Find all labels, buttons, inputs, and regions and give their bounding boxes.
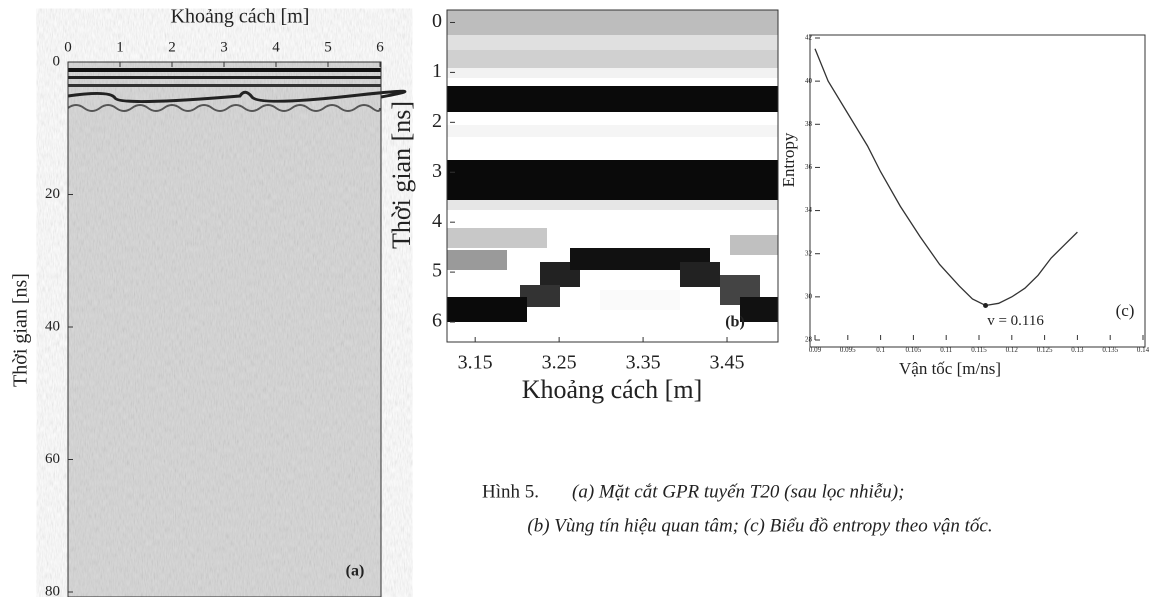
panel-label: (c) (1116, 301, 1135, 320)
caption-line: (a) Mặt cắt GPR tuyến T20 (sau lọc nhiễu… (572, 481, 904, 502)
x-axis-label: Khoảng cách [m] (522, 375, 702, 404)
y-tick-label: 34 (805, 206, 813, 214)
y-tick-label: 28 (805, 336, 813, 344)
y-tick-label: 36 (805, 163, 813, 171)
y-axis-label: Thời gian [ns] (387, 101, 416, 249)
x-tick-label: 6 (376, 39, 384, 55)
y-tick-label: 2 (432, 110, 442, 132)
y-tick-label: 60 (45, 451, 60, 467)
x-tick-label: 0.105 (906, 346, 922, 354)
entropy-curve (814, 48, 1078, 307)
y-axis-label: Entropy (779, 132, 798, 187)
x-tick-label: 4 (272, 39, 280, 55)
caption-line: (b) Vùng tín hiệu quan tâm; (c) Biểu đồ … (527, 515, 992, 536)
y-tick-label: 40 (805, 77, 813, 85)
y-axis-label: Thời gian [ns] (10, 273, 32, 387)
y-tick-label: 0 (432, 10, 442, 32)
y-tick-label: 0 (53, 53, 61, 69)
y-tick-label: 30 (805, 292, 813, 300)
x-axis-label: Vận tốc [m/ns] (899, 359, 1001, 378)
y-tick-label: 1 (432, 60, 442, 82)
x-tick-label: 0.095 (840, 346, 856, 354)
panel-label: (b) (725, 314, 745, 331)
x-tick-label: 0.125 (1037, 346, 1053, 354)
y-tick-label: 38 (805, 120, 813, 128)
x-tick-label: 0.09 (809, 346, 822, 354)
minimum-point (983, 302, 989, 308)
x-axis-label: Khoảng cách [m] (171, 6, 310, 28)
y-tick-label: 42 (805, 34, 813, 42)
x-tick-label: 3 (220, 39, 228, 55)
x-tick-label: 0.135 (1102, 346, 1118, 354)
y-tick-label: 32 (805, 249, 813, 257)
annotation: v = 0.116 (987, 313, 1044, 329)
x-tick-label: 3.25 (542, 352, 577, 374)
y-tick-label: 40 (45, 318, 60, 334)
x-tick-label: 1 (116, 39, 124, 55)
y-tick-label: 5 (432, 260, 442, 282)
y-tick-label: 3 (432, 160, 442, 182)
y-tick-label: 80 (45, 583, 60, 597)
y-tick-label: 4 (432, 210, 442, 232)
x-tick-label: 0.115 (971, 346, 987, 354)
x-tick-label: 0 (64, 39, 72, 55)
y-tick-label: 6 (432, 310, 442, 332)
x-tick-label: 0.12 (1006, 346, 1019, 354)
x-tick-label: 0.1 (876, 346, 885, 354)
radargram (67, 61, 407, 597)
caption-figure: Hình 5. (482, 481, 539, 502)
plot-frame (809, 34, 1146, 348)
y-tick-label: 20 (45, 186, 60, 202)
x-tick-label: 0.13 (1071, 346, 1084, 354)
x-tick-label: 0.14 (1137, 346, 1150, 354)
x-tick-label: 3.15 (458, 352, 493, 374)
x-tick-label: 3.35 (626, 352, 661, 374)
x-tick-label: 5 (324, 39, 332, 55)
panel-label: (a) (346, 563, 365, 580)
x-tick-label: 3.45 (710, 352, 745, 374)
signal-window (446, 9, 779, 343)
x-tick-label: 2 (168, 39, 176, 55)
x-tick-label: 0.11 (940, 346, 952, 354)
